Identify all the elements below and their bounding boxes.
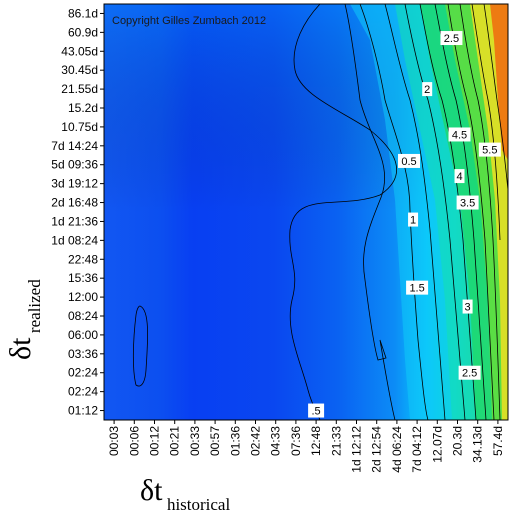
x-tick-label: 1d 12:12 <box>350 426 364 473</box>
y-tick-label: 7d 14:24 <box>51 139 98 153</box>
x-tick-label: 7d 04:12 <box>410 426 424 473</box>
contour-label: 3.5 <box>456 195 479 210</box>
y-axis-title: δt realized <box>4 279 44 360</box>
x-axis-title-subscript: historical <box>167 495 231 512</box>
contour-label: 0.5 <box>398 153 421 168</box>
x-tick-label: 4d 06:24 <box>390 426 404 473</box>
contour-1-line <box>344 4 396 420</box>
y-tick-label: 10.75d <box>61 120 98 134</box>
x-tick-label: 00:12 <box>148 426 162 456</box>
y-axis-title-symbol: δt <box>4 337 37 360</box>
y-tick-label: 08:24 <box>68 309 98 323</box>
svg-text:δt historical: δt historical <box>140 474 230 512</box>
y-tick-label: 2d 16:48 <box>51 196 98 210</box>
x-tick-label: 02:42 <box>249 426 263 456</box>
y-axis-title-subscript: realized <box>25 279 44 333</box>
y-tick-label: 86.1d <box>68 6 98 20</box>
contour-2-line <box>384 4 446 420</box>
y-tick-label: 02:24 <box>68 366 98 380</box>
contour-1-5-line <box>359 4 429 420</box>
copyright-text: Copyright Gilles Zumbach 2012 <box>112 15 266 27</box>
x-axis: 00:03 00:06 00:12 00:21 00:33 00:57 01:36 02:42… <box>107 420 505 473</box>
x-tick-label: 07:36 <box>289 426 303 456</box>
x-tick-label: 2d 12:54 <box>370 426 384 473</box>
contour-5-5-line <box>483 4 508 191</box>
svg-text:4.5: 4.5 <box>452 129 467 141</box>
y-tick-label: 22:48 <box>68 252 98 266</box>
y-tick-label: 5d 09:36 <box>51 158 98 172</box>
svg-text:5.5: 5.5 <box>482 145 497 157</box>
contour-label: 2.5 <box>458 365 481 380</box>
x-tick-label: 00:06 <box>127 426 141 456</box>
y-tick-label: 06:00 <box>68 328 98 342</box>
contour-label: .5 <box>308 403 325 418</box>
y-tick-label: 1d 21:36 <box>51 214 98 228</box>
svg-text:2.5: 2.5 <box>444 33 459 45</box>
x-tick-label: 01:36 <box>228 426 242 456</box>
plot-frame <box>103 3 509 421</box>
y-axis: 86.1d 60.9d 43.05d 30.45d 21.55d 15.2d 10.75d 7… <box>51 6 104 418</box>
contour-3-5-line <box>434 4 487 420</box>
contour-5-line <box>471 4 501 241</box>
contour-4-line <box>447 4 495 420</box>
svg-text:3.5: 3.5 <box>460 198 475 210</box>
x-tick-label: 34.13d <box>471 426 485 463</box>
contour-label: 2.5 <box>440 31 463 46</box>
contour-label: 5.5 <box>478 142 501 157</box>
plot-area: 2.5 2 0.5 4.5 5.5 4 3.5 1 1.5 3 2.5 .5 Copyright Gi… <box>103 3 509 421</box>
contour-label: 4 <box>454 169 465 184</box>
x-tick-label: 20.3d <box>451 426 465 456</box>
y-tick-label: 12:00 <box>68 290 98 304</box>
svg-text:2.5: 2.5 <box>462 368 477 380</box>
y-tick-label: 30.45d <box>61 63 98 77</box>
x-tick-label: 00:21 <box>168 426 182 456</box>
y-tick-label: 43.05d <box>61 44 98 58</box>
contour-label: 1.5 <box>406 280 429 295</box>
svg-text:4: 4 <box>456 171 462 183</box>
y-tick-label: 15.2d <box>68 101 98 115</box>
svg-text:δt realized: δt realized <box>4 279 44 360</box>
contour-labels: 2.5 2 0.5 4.5 5.5 4 3.5 1 1.5 3 2.5 .5 <box>308 31 501 418</box>
y-tick-label: 01:12 <box>68 404 98 418</box>
x-tick-label: 21:33 <box>329 426 343 456</box>
svg-text:1: 1 <box>410 215 416 227</box>
y-tick-label: 15:36 <box>68 271 98 285</box>
y-tick-label: 1d 08:24 <box>51 233 98 247</box>
y-tick-label: 21.55d <box>61 82 98 96</box>
svg-text:.5: .5 <box>312 406 321 418</box>
y-tick-label: 60.9d <box>68 25 98 39</box>
x-tick-label: 04:33 <box>269 426 283 456</box>
x-tick-label: 00:03 <box>107 426 121 456</box>
contour-2-5-line <box>404 4 466 420</box>
svg-text:2: 2 <box>424 84 430 96</box>
svg-text:1.5: 1.5 <box>409 283 424 295</box>
contour-label: 1 <box>408 212 419 227</box>
contour-0-5-line <box>289 4 398 420</box>
contour-label: 2 <box>422 82 433 97</box>
contour-4-5-line <box>459 4 501 420</box>
svg-text:3: 3 <box>465 302 471 314</box>
y-tick-label: 03:36 <box>68 347 98 361</box>
x-axis-title: δt historical <box>140 474 230 512</box>
x-tick-label: 12:48 <box>309 426 323 456</box>
x-axis-title-symbol: δt <box>140 474 163 507</box>
contour-label: 3 <box>462 299 473 314</box>
contour-3-line <box>419 4 477 420</box>
x-tick-label: 57.4d <box>491 426 505 456</box>
contour-0-5-island <box>132 305 149 387</box>
y-tick-label: 02:24 <box>68 385 98 399</box>
svg-text:0.5: 0.5 <box>401 156 416 168</box>
x-tick-label: 00:57 <box>208 426 222 456</box>
x-tick-label: 12.07d <box>430 426 444 463</box>
contour-label: 4.5 <box>448 127 471 141</box>
y-tick-label: 3d 19:12 <box>51 177 98 191</box>
x-tick-label: 00:33 <box>188 426 202 456</box>
contour-lines <box>132 4 508 420</box>
orange-region <box>490 4 508 160</box>
